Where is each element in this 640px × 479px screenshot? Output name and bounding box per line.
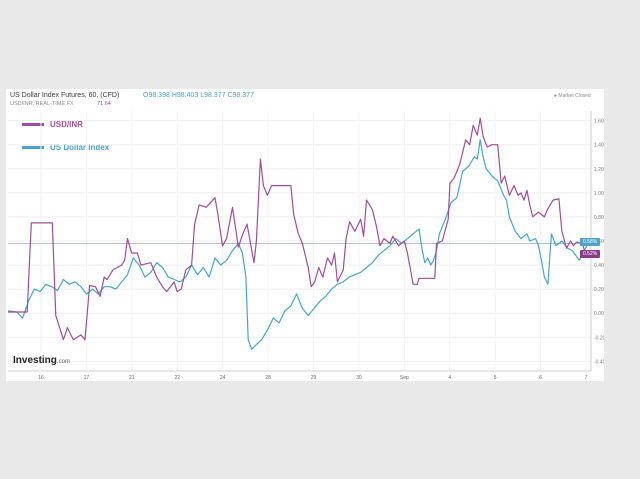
ohlc-open: O98.398 (143, 92, 170, 99)
ohlc-close: C98.377 (227, 92, 254, 99)
chart-card: US Dollar Index Futures, 60, (CFD) O98.3… (6, 89, 604, 381)
x-tick-label: 21 (129, 375, 135, 381)
y-tick-label: 0.80% (594, 215, 604, 221)
x-tick-label: 16 (38, 375, 44, 381)
x-tick-label: 17 (84, 375, 90, 381)
market-status-icon: ● (554, 93, 558, 99)
y-tick-label: 1.20% (594, 167, 604, 173)
chart-subtitle: USD/INR, REAL-TIME FX 71.64 (10, 101, 111, 107)
x-tick-label: 4 (448, 375, 451, 381)
last-value-badge-usdinr: 0.52% (580, 249, 601, 258)
legend-usdinr-swatch (22, 123, 44, 126)
y-tick-label: 1.40% (594, 143, 604, 149)
legend-usdinr-label: USD/INR (50, 120, 83, 129)
ohlc-high: H98.403 (171, 92, 199, 99)
y-tick-label: -0.20% (594, 335, 604, 341)
logo-suffix: .com (56, 359, 70, 365)
y-tick-label: 1.00% (594, 191, 604, 197)
y-tick-label: -0.40% (594, 359, 604, 365)
last-value-badge-dxy: 0.58% (580, 238, 601, 247)
x-tick-label: 30 (356, 375, 362, 381)
y-tick-label: 0.40% (594, 263, 604, 269)
subtitle-value: 71.64 (97, 101, 111, 107)
x-tick-label: 22 (174, 375, 180, 381)
market-status-text: Market Closed (558, 93, 591, 99)
legend-dxy-swatch (22, 146, 44, 149)
x-tick-label: 29 (311, 375, 317, 381)
x-tick-label: 5 (494, 375, 497, 381)
chart-title: US Dollar Index Futures, 60, (CFD) (10, 92, 119, 99)
legend-dxy-label: US Dollar Index (50, 143, 110, 152)
market-status: ● Market Closed (554, 93, 591, 99)
plot-area: 1.60%1.40%1.20%1.00%0.80%0.60%0.40%0.20%… (7, 111, 604, 381)
y-tick-label: 0.20% (594, 287, 604, 293)
subtitle-text: USD/INR, REAL-TIME FX (10, 101, 74, 107)
ohlc-readout: O98.398 H98.403 L98.377 C98.377 (143, 92, 254, 99)
y-tick-label: 0.00% (594, 311, 604, 317)
chart-title-text: US Dollar Index Futures, 60, (CFD) (10, 92, 120, 99)
x-tick-label: 6 (539, 375, 542, 381)
x-tick-label: 7 (585, 375, 588, 381)
usdinr-line (8, 117, 592, 341)
dollar-index-line (7, 139, 592, 350)
investing-logo: Investing.com (13, 355, 70, 366)
x-tick-label: Sep (400, 375, 409, 381)
x-tick-label: 24 (220, 375, 226, 381)
ohlc-low: L98.377 (200, 92, 226, 99)
y-tick-label: 1.60% (594, 119, 604, 125)
x-tick-label: 28 (265, 375, 271, 381)
logo-name: Investing (13, 355, 57, 366)
